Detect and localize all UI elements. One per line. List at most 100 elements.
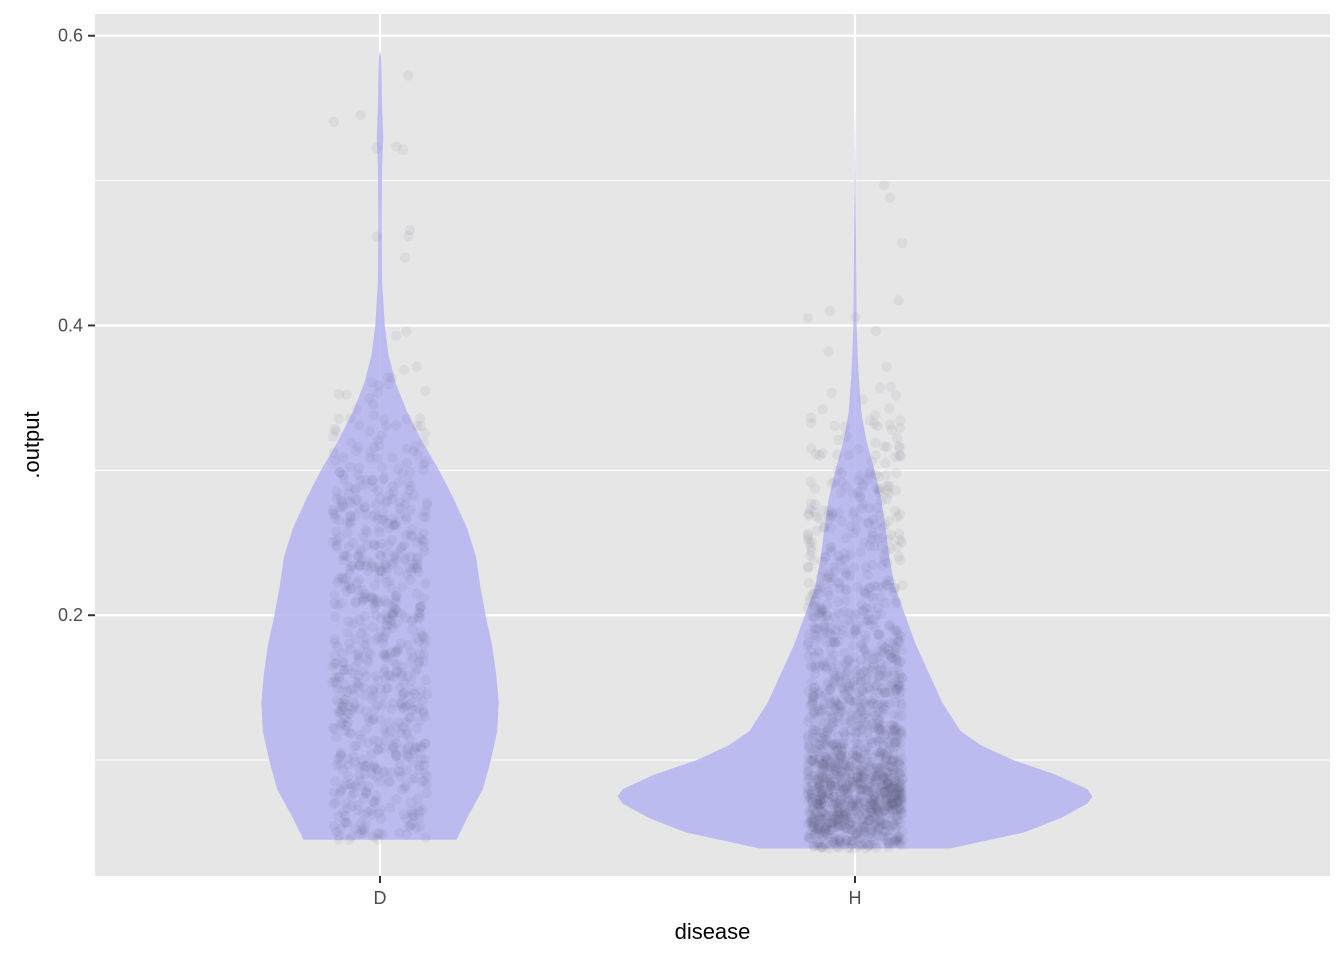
data-point: [880, 457, 891, 469]
data-point: [836, 554, 847, 565]
data-point: [889, 798, 900, 810]
data-point: [830, 738, 841, 749]
data-point: [874, 733, 886, 744]
data-point: [379, 631, 390, 642]
data-point: [411, 705, 422, 716]
data-point: [360, 632, 371, 643]
data-point: [851, 822, 862, 833]
data-point: [821, 752, 832, 763]
data-point: [421, 496, 433, 508]
data-point: [893, 802, 905, 814]
data-point: [811, 839, 823, 851]
data-point: [891, 783, 902, 794]
data-point: [416, 776, 427, 787]
data-point: [860, 799, 871, 810]
data-point: [825, 637, 837, 648]
data-point: [384, 576, 395, 587]
data-point: [866, 695, 877, 706]
data-point: [340, 580, 351, 591]
data-point: [818, 699, 829, 710]
data-point: [838, 715, 850, 726]
data-point: [893, 776, 904, 787]
data-point: [858, 761, 869, 772]
data-point: [853, 719, 865, 730]
data-point: [838, 606, 850, 617]
data-point: [839, 807, 851, 818]
data-point: [856, 706, 867, 717]
data-point: [865, 761, 876, 773]
data-point: [841, 667, 853, 678]
data-point: [872, 629, 884, 640]
data-point: [819, 624, 830, 635]
data-point: [848, 652, 859, 663]
data-point: [401, 726, 412, 737]
data-point: [866, 803, 877, 814]
data-point: [871, 652, 882, 663]
data-point: [370, 509, 381, 520]
data-point: [893, 782, 904, 794]
data-point: [882, 831, 893, 842]
data-point: [822, 754, 833, 765]
data-point: [867, 526, 878, 538]
data-point: [885, 543, 896, 554]
data-point: [874, 510, 885, 521]
data-point: [806, 786, 817, 797]
data-point: [820, 828, 832, 839]
data-point: [864, 797, 876, 808]
data-point: [407, 704, 418, 716]
data-point: [357, 595, 368, 607]
data-point: [803, 637, 814, 648]
data-point: [397, 784, 408, 795]
data-point: [866, 456, 877, 467]
data-point: [809, 622, 821, 634]
data-point: [363, 758, 374, 769]
data-point: [329, 611, 341, 623]
data-point: [337, 783, 348, 794]
data-point: [821, 821, 833, 832]
data-point: [345, 728, 357, 740]
data-point: [393, 565, 404, 577]
data-point: [888, 742, 899, 753]
data-point: [834, 798, 845, 809]
data-point: [809, 589, 820, 600]
data-point: [358, 823, 370, 834]
data-point: [841, 769, 852, 781]
data-point: [892, 795, 903, 806]
data-point: [335, 750, 346, 761]
data-point: [859, 822, 870, 834]
data-point: [890, 451, 901, 463]
data-point: [391, 750, 402, 761]
data-point: [829, 672, 840, 683]
data-point: [817, 841, 829, 852]
data-point: [891, 541, 903, 552]
data-point: [808, 687, 819, 698]
data-point: [879, 556, 890, 567]
data-point: [857, 499, 869, 510]
data-point: [804, 700, 816, 711]
data-point: [897, 795, 908, 806]
data-point: [884, 419, 896, 430]
data-point: [337, 685, 349, 697]
data-point: [882, 837, 894, 848]
data-point: [417, 742, 428, 754]
data-point: [892, 810, 903, 821]
data-point: [886, 720, 898, 731]
data-point: [889, 720, 900, 731]
data-point: [864, 778, 875, 790]
data-point: [822, 787, 833, 798]
data-point: [889, 736, 900, 748]
data-point: [895, 686, 907, 698]
data-point: [845, 819, 856, 831]
data-point: [839, 793, 850, 805]
data-point: [817, 827, 829, 839]
data-point: [343, 541, 355, 552]
data-point: [808, 708, 820, 720]
data-point: [390, 751, 402, 762]
data-point: [842, 654, 853, 666]
data-point: [812, 794, 823, 805]
data-point: [840, 584, 851, 595]
data-point: [837, 746, 848, 757]
data-point: [881, 835, 892, 846]
data-point: [422, 500, 433, 511]
data-point: [887, 730, 899, 742]
